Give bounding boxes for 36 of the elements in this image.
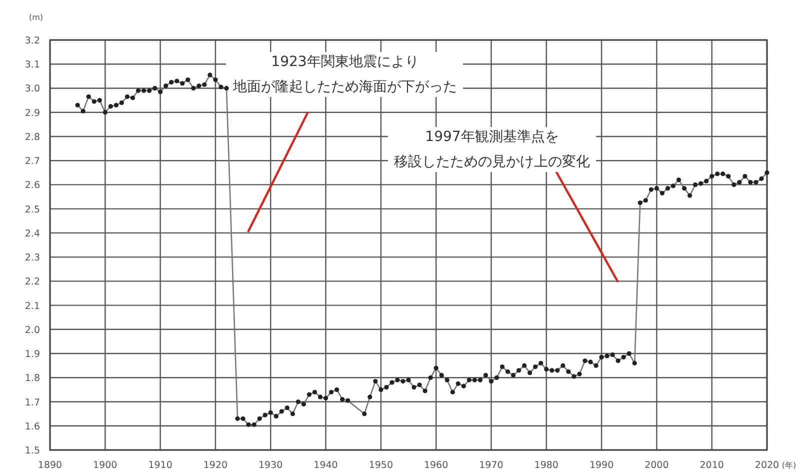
y-tick-label: 2.4	[24, 228, 40, 240]
x-tick-label: 1910	[148, 460, 172, 471]
x-axis-title: (年)	[782, 461, 796, 470]
y-tick-label: 2.5	[24, 204, 40, 216]
x-tick-label: 1900	[93, 460, 118, 471]
y-tick-label: 2.7	[24, 156, 40, 168]
y-tick-label: 1.8	[24, 373, 40, 384]
y-axis-title: (m)	[28, 13, 44, 22]
y-tick-label: 1.6	[24, 421, 40, 432]
y-tick-label: 1.5	[24, 446, 40, 456]
x-tick-label: 2020	[754, 460, 780, 471]
x-tick-label: 1990	[589, 460, 614, 471]
x-tick-label: 2000	[644, 460, 669, 471]
y-tick-label: 2.1	[24, 300, 40, 312]
x-tick-label: 1920	[203, 460, 228, 471]
x-tick-label: 1950	[368, 460, 394, 471]
annotation: 1997年観測基準点を移設したための見かけ上の変化	[394, 129, 590, 170]
x-tick-label: 1890	[38, 460, 62, 471]
y-tick-label: 2.8	[24, 132, 40, 143]
y-tick-label: 1.9	[24, 349, 40, 360]
y-tick-label: 3.2	[24, 36, 40, 46]
x-tick-label: 1930	[258, 460, 283, 471]
annotation: 1923年関東地震により地面が隆起したため海面が下がった	[232, 54, 457, 95]
y-tick-label: 2.3	[24, 252, 40, 264]
y-tick-label: 3.1	[24, 60, 40, 71]
y-tick-label: 3.0	[24, 84, 40, 95]
y-tick-label: 2.0	[24, 324, 40, 336]
y-tick-label: 2.2	[24, 276, 40, 288]
y-tick-label: 2.6	[24, 180, 40, 192]
x-tick-label: 1980	[534, 460, 558, 471]
y-tick-label: 1.7	[24, 397, 40, 408]
x-tick-label: 1960	[424, 460, 448, 471]
x-tick-label: 1940	[314, 460, 338, 471]
y-tick-label: 2.9	[24, 108, 40, 119]
x-tick-label: 2010	[700, 460, 724, 471]
x-tick-label: 1970	[479, 460, 504, 471]
